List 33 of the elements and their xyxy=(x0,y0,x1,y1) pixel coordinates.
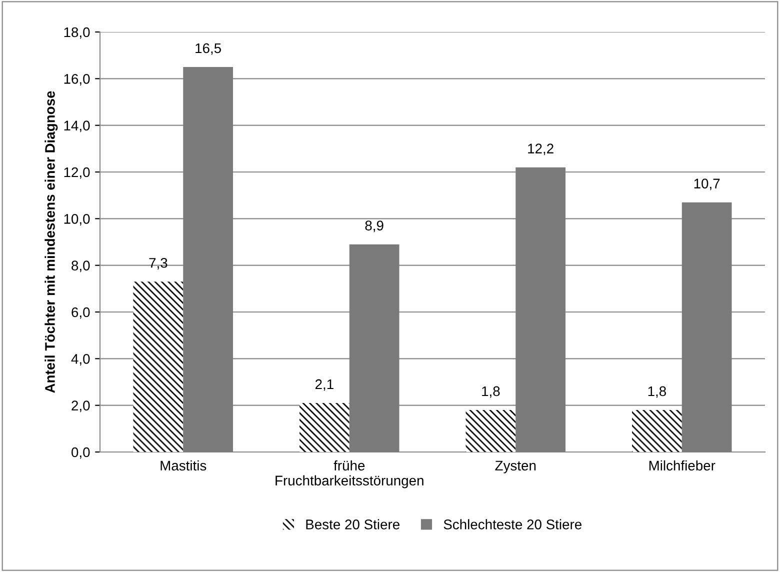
x-tick-label: Zysten xyxy=(495,460,536,474)
bar xyxy=(133,282,184,452)
x-tick-label: frühe Fruchtbarkeitsstörungen xyxy=(276,460,424,488)
y-tick-label: 8,0 xyxy=(72,260,90,272)
data-label: 16,5 xyxy=(196,43,221,55)
y-tick-label: 10,0 xyxy=(64,214,90,226)
data-label: 1,8 xyxy=(482,386,500,398)
bar xyxy=(349,244,400,452)
y-tick-label: 12,0 xyxy=(64,167,90,179)
data-label: 10,7 xyxy=(694,178,720,190)
data-label: 12,2 xyxy=(528,144,554,156)
x-tick-label: Mastitis xyxy=(160,460,206,471)
bar xyxy=(183,67,233,452)
y-tick-label: 14,0 xyxy=(64,120,90,132)
y-tick-label: 4,0 xyxy=(71,354,90,366)
data-label: 2,1 xyxy=(315,379,334,391)
legend-label: Beste 20 Stiere xyxy=(306,519,400,530)
data-label: 7,3 xyxy=(149,258,168,270)
bar xyxy=(682,202,732,452)
x-tick-label: Milchfieber xyxy=(649,460,716,471)
y-tick-label: 16,0 xyxy=(64,74,90,86)
y-tick-label: 2,0 xyxy=(72,400,90,412)
bar xyxy=(632,410,682,452)
data-label: 1,8 xyxy=(648,386,666,398)
bar xyxy=(466,410,516,452)
data-label: 8,9 xyxy=(365,220,384,232)
y-tick-label: 0,0 xyxy=(72,447,90,459)
legend-label: Schlechteste 20 Stiere xyxy=(444,519,582,530)
bar xyxy=(300,403,350,452)
bar xyxy=(516,167,566,452)
y-tick-label: 18,0 xyxy=(64,27,90,39)
y-tick-label: 6,0 xyxy=(72,307,90,319)
y-axis-title: Anteil Töchter mit mindestens einer Diagnose xyxy=(44,91,58,393)
